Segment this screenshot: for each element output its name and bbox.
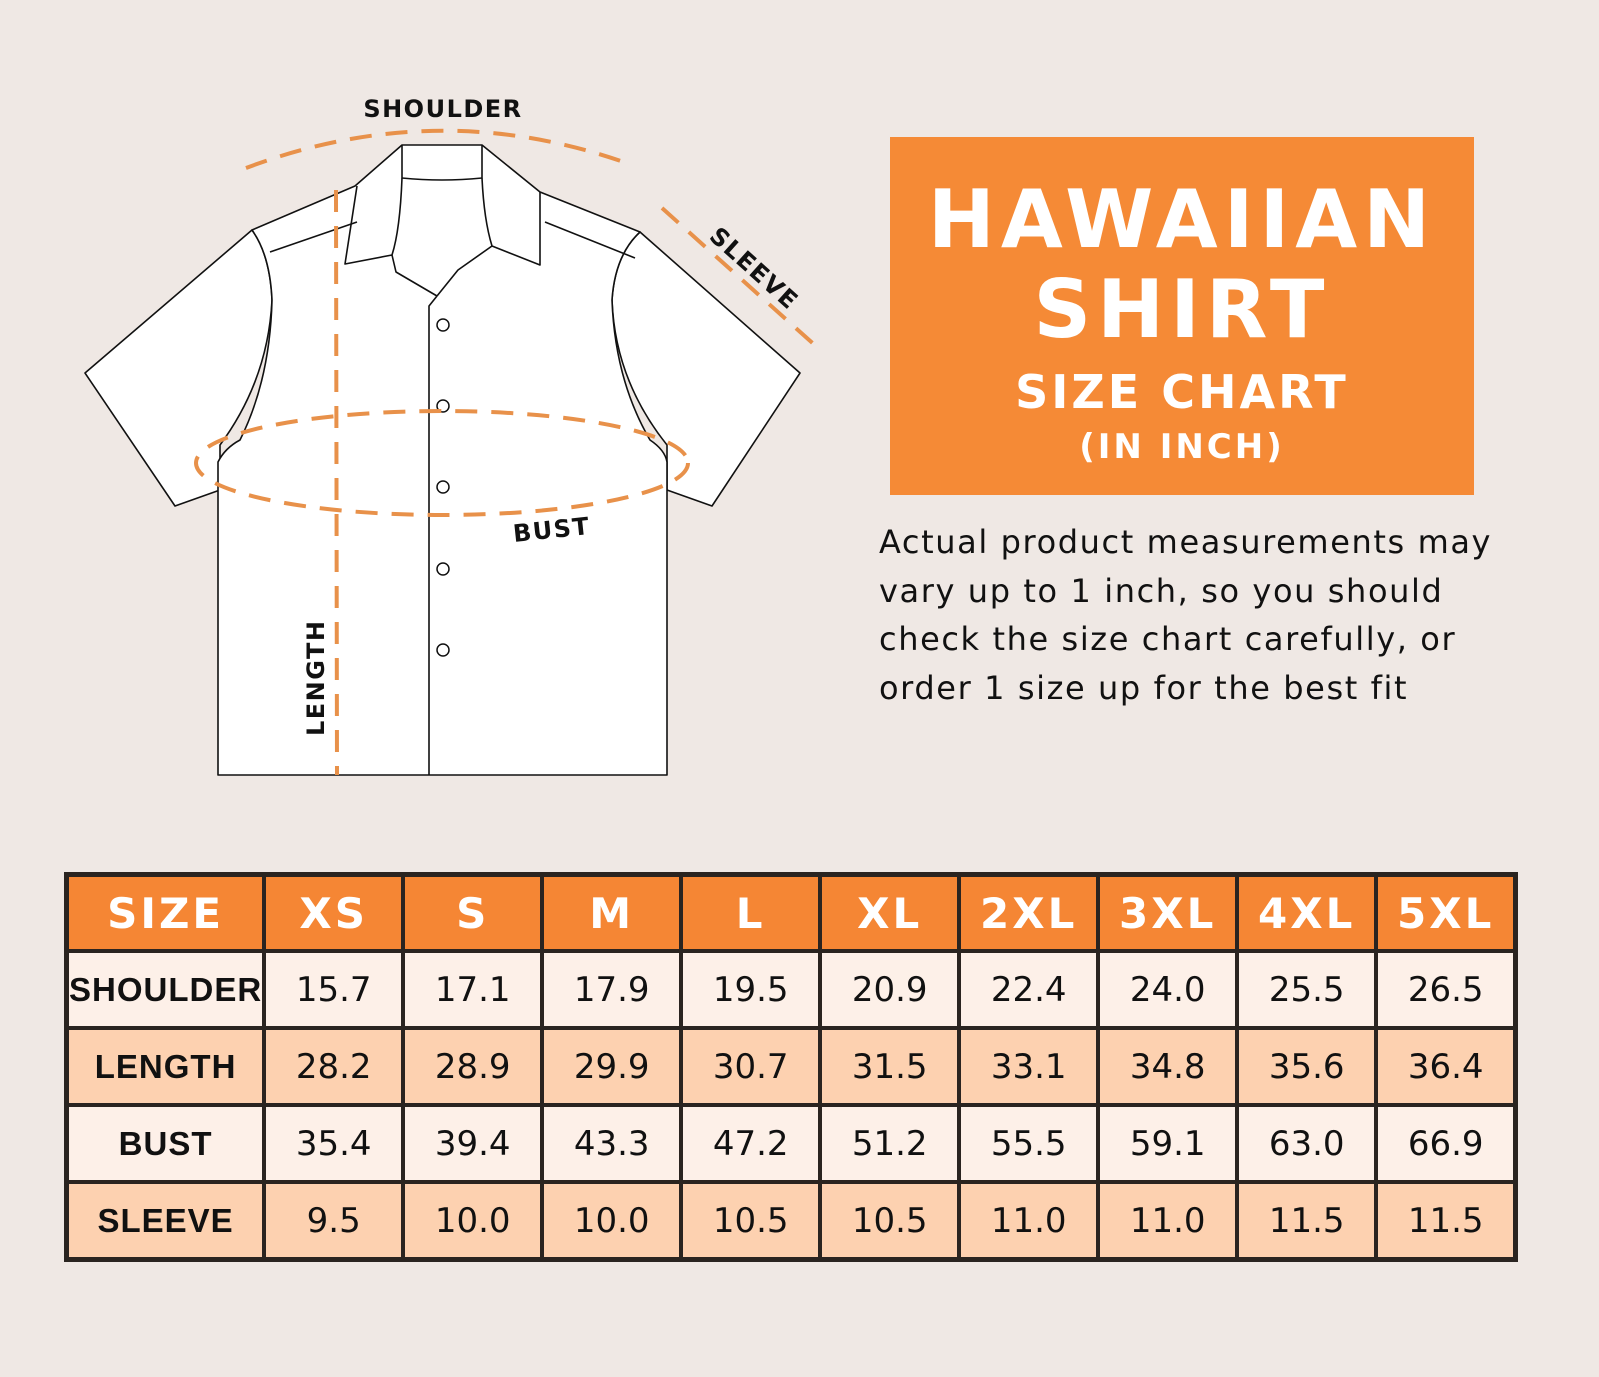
table-row: SHOULDER 15.7 17.1 17.9 19.5 20.9 22.4 24.0 25.5… xyxy=(64,949,1518,1030)
value-cell: 10.0 xyxy=(540,1180,684,1262)
value-cell: 11.0 xyxy=(957,1180,1101,1262)
value-cell: 26.5 xyxy=(1374,949,1518,1030)
value-cell: 35.6 xyxy=(1235,1026,1379,1107)
value-cell: 10.0 xyxy=(401,1180,545,1262)
buttons xyxy=(436,318,450,657)
header-cell: 2XL xyxy=(957,872,1101,953)
length-label: LENGTH xyxy=(302,619,330,736)
header-row: SIZE XS S M L XL 2XL 3XL 4XL 5XL xyxy=(64,872,1518,953)
value-cell: 28.9 xyxy=(401,1026,545,1107)
value-cell: 11.0 xyxy=(1096,1180,1240,1262)
button-icon xyxy=(436,480,450,494)
shoulder-measure-line xyxy=(245,128,633,170)
value-cell: 35.4 xyxy=(262,1103,406,1184)
value-cell: 51.2 xyxy=(818,1103,962,1184)
value-cell: 10.5 xyxy=(818,1180,962,1262)
header-cell: XL xyxy=(818,872,962,953)
shirt-diagram: SHOULDER SLEEVE BUST LENGTH xyxy=(84,95,820,776)
header-cell: 5XL xyxy=(1374,872,1518,953)
title-banner: HAWAIIAN SHIRT SIZE CHART (IN INCH) xyxy=(890,137,1474,495)
value-cell: 22.4 xyxy=(957,949,1101,1030)
button-icon xyxy=(436,399,450,413)
value-cell: 39.4 xyxy=(401,1103,545,1184)
measure-lines xyxy=(194,128,820,776)
right-yoke xyxy=(544,221,636,259)
row-label: BUST xyxy=(64,1103,267,1184)
value-cell: 29.9 xyxy=(540,1026,684,1107)
bust-measure-line xyxy=(194,409,690,517)
row-label: SHOULDER xyxy=(64,949,267,1030)
header-cell: L xyxy=(679,872,823,953)
value-cell: 36.4 xyxy=(1374,1026,1518,1107)
header-cell: S xyxy=(401,872,545,953)
shirt-body xyxy=(217,144,668,776)
collar-band xyxy=(401,145,483,181)
header-cell: 3XL xyxy=(1096,872,1240,953)
value-cell: 47.2 xyxy=(679,1103,823,1184)
value-cell: 66.9 xyxy=(1374,1103,1518,1184)
value-cell: 11.5 xyxy=(1374,1180,1518,1262)
value-cell: 28.2 xyxy=(262,1026,406,1107)
value-cell: 59.1 xyxy=(1096,1103,1240,1184)
value-cell: 20.9 xyxy=(818,949,962,1030)
row-label: LENGTH xyxy=(64,1026,267,1107)
title-line-1: HAWAIIAN xyxy=(927,173,1437,266)
table-row: LENGTH 28.2 28.9 29.9 30.7 31.5 33.1 34.8 35.6 36… xyxy=(64,1026,1518,1107)
header-cell: M xyxy=(540,872,684,953)
value-cell: 31.5 xyxy=(818,1026,962,1107)
left-lapel xyxy=(344,177,438,297)
value-cell: 24.0 xyxy=(1096,949,1240,1030)
length-measure-line xyxy=(334,189,339,776)
value-cell: 63.0 xyxy=(1235,1103,1379,1184)
title-line-2: SHIRT xyxy=(1033,263,1331,356)
value-cell: 9.5 xyxy=(262,1180,406,1262)
table-row: SLEEVE 9.5 10.0 10.0 10.5 10.5 11.0 11.0 11.5 11.… xyxy=(64,1180,1518,1262)
value-cell: 34.8 xyxy=(1096,1026,1240,1107)
shoulder-label: SHOULDER xyxy=(363,95,522,123)
value-cell: 55.5 xyxy=(957,1103,1101,1184)
left-yoke xyxy=(269,221,358,253)
value-cell: 33.1 xyxy=(957,1026,1101,1107)
value-cell: 30.7 xyxy=(679,1026,823,1107)
button-icon xyxy=(436,643,450,657)
header-cell: XS xyxy=(262,872,406,953)
value-cell: 17.1 xyxy=(401,949,545,1030)
value-cell: 11.5 xyxy=(1235,1180,1379,1262)
measurement-note: Actual product measurements may vary up … xyxy=(879,523,1493,707)
placket-line xyxy=(428,295,438,775)
value-cell: 15.7 xyxy=(262,949,406,1030)
button-icon xyxy=(436,562,450,576)
value-cell: 17.9 xyxy=(540,949,684,1030)
value-cell: 25.5 xyxy=(1235,949,1379,1030)
subtitle: SIZE CHART xyxy=(1015,365,1349,419)
header-cell: 4XL xyxy=(1235,872,1379,953)
size-table: SIZE XS S M L XL 2XL 3XL 4XL 5XL SHOULDE… xyxy=(64,872,1519,1262)
value-cell: 43.3 xyxy=(540,1103,684,1184)
unit-label: (IN INCH) xyxy=(1079,427,1285,467)
header-cell: SIZE xyxy=(64,872,267,953)
row-label: SLEEVE xyxy=(64,1180,267,1262)
value-cell: 19.5 xyxy=(679,949,823,1030)
table-row: BUST 35.4 39.4 43.3 47.2 51.2 55.5 59.1 63.0 66.9 xyxy=(64,1103,1518,1184)
value-cell: 10.5 xyxy=(679,1180,823,1262)
shirt-outline xyxy=(84,144,801,776)
right-lapel xyxy=(436,177,541,297)
button-icon xyxy=(436,318,450,332)
